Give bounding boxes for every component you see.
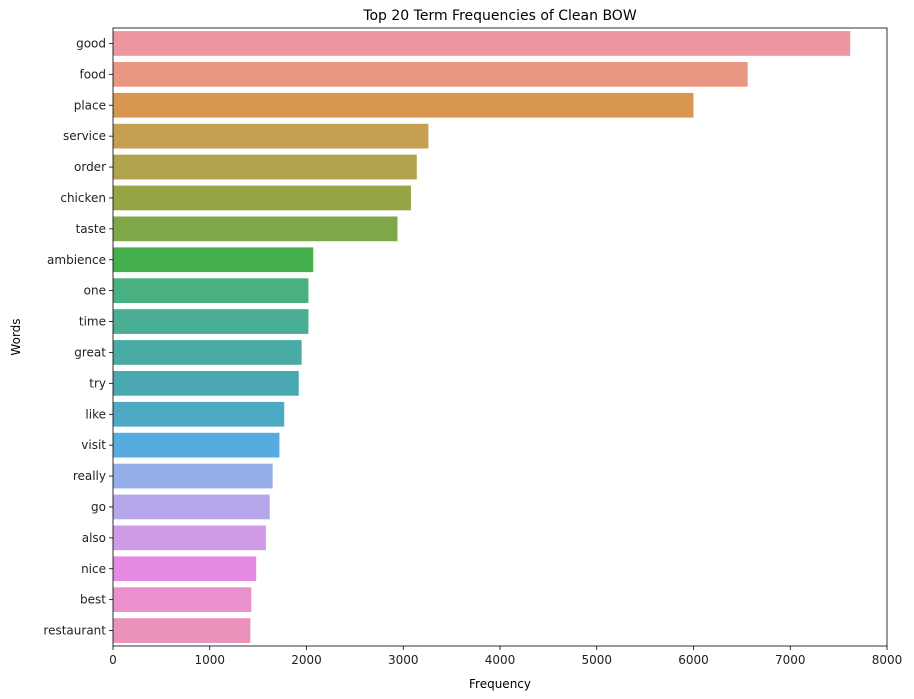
y-tick-label: nice [81,562,106,576]
plot-frame [112,27,888,647]
bar-food [113,61,748,87]
y-tick-label: taste [76,222,106,236]
bar-one [113,278,309,304]
y-tick-label: like [85,407,106,421]
y-tick-label: great [74,345,106,359]
x-tick-label: 8000 [872,653,903,667]
y-tick-label: visit [81,438,106,452]
x-tick-label: 2000 [291,653,322,667]
x-tick-label: 1000 [194,653,225,667]
y-tick-label: good [76,36,106,50]
bar-really [113,463,273,489]
y-tick-label: time [79,315,106,329]
chart-title: Top 20 Term Frequencies of Clean BOW [362,8,637,24]
y-tick-label: order [74,160,106,174]
bar-try [113,370,299,396]
x-tick-label: 6000 [678,653,709,667]
bar-time [113,309,309,334]
y-tick-label: service [63,129,106,143]
y-tick-label: ambience [47,253,106,267]
y-tick-label: restaurant [43,624,106,638]
x-tick-label: 7000 [775,653,806,667]
x-tick-label: 3000 [388,653,419,667]
bar-taste [113,216,398,242]
y-tick-label: place [74,98,106,112]
bar-also [113,525,266,551]
bar-place [113,92,694,118]
y-tick-label: food [79,67,106,81]
bar-go [113,494,270,520]
y-tick-label: best [80,593,106,607]
bar-best [113,587,252,613]
y-axis-title: Words [9,318,23,355]
y-tick-label: also [82,531,106,545]
y-tick-label: chicken [60,191,106,205]
bar-chicken [113,185,411,211]
bar-order [113,154,417,180]
x-tick-label: 5000 [581,653,612,667]
bar-service [113,123,429,149]
bar-nice [113,556,257,582]
y-tick-label: go [91,500,106,514]
y-axis-ticks: good food place service order chicken taste amb… [43,36,113,638]
y-tick-label: try [89,376,106,390]
y-tick-label: one [84,284,106,298]
bar-great [113,340,302,365]
bar-ambience [113,247,314,273]
x-tick-label: 4000 [485,653,516,667]
bar-good [113,31,851,56]
x-tick-label: 0 [109,653,117,667]
x-axis-ticks: 0 1000 2000 3000 4000 5000 6000 7000 8000 [109,646,902,667]
y-tick-label: really [73,469,106,483]
bar-visit [113,432,280,458]
x-axis-title: Frequency [469,677,531,691]
bar-restaurant [113,618,251,643]
bar-like [113,401,285,427]
bars-group [113,31,851,643]
